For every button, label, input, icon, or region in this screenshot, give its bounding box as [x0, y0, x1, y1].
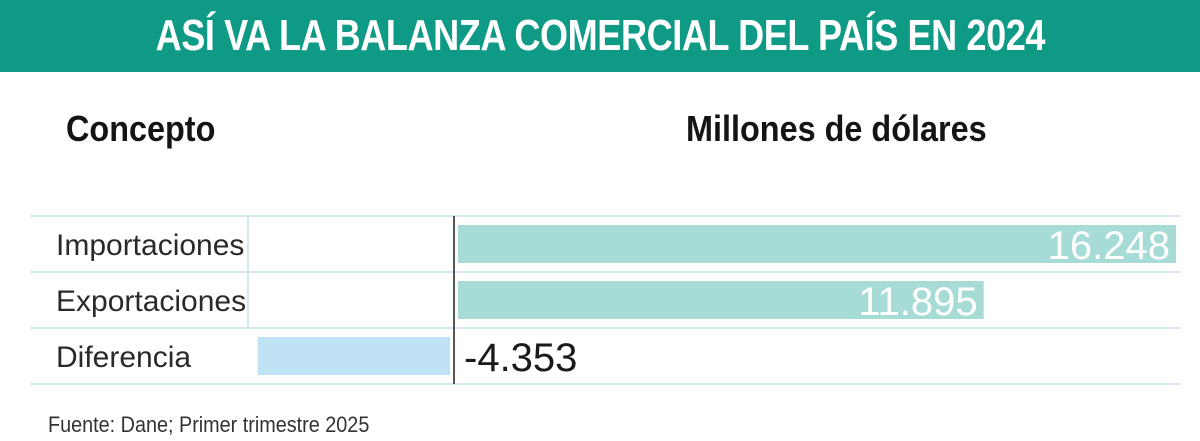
title-banner: ASÍ VA LA BALANZA COMERCIAL DEL PAÍS EN … [0, 0, 1200, 72]
value-label: 16.248 [1048, 224, 1170, 268]
chart-title: ASÍ VA LA BALANZA COMERCIAL DEL PAÍS EN … [155, 11, 1045, 60]
bar [458, 225, 1176, 263]
value-label: -4.353 [464, 336, 577, 380]
value-label: 11.895 [858, 280, 977, 324]
balance-bar-chart: Importaciones 16.248 Exportaciones 11.895 Di… [30, 215, 1180, 385]
row-label: Diferencia [56, 341, 191, 374]
concept-column-header: Concepto [66, 108, 216, 149]
source-note: Fuente: Dane; Primer trimestre 2025 [48, 412, 370, 437]
value-column-header: Millones de dólares [686, 108, 987, 149]
bar [458, 281, 984, 319]
row-label: Exportaciones [56, 285, 246, 318]
bar [257, 337, 450, 375]
row-label: Importaciones [56, 229, 244, 262]
